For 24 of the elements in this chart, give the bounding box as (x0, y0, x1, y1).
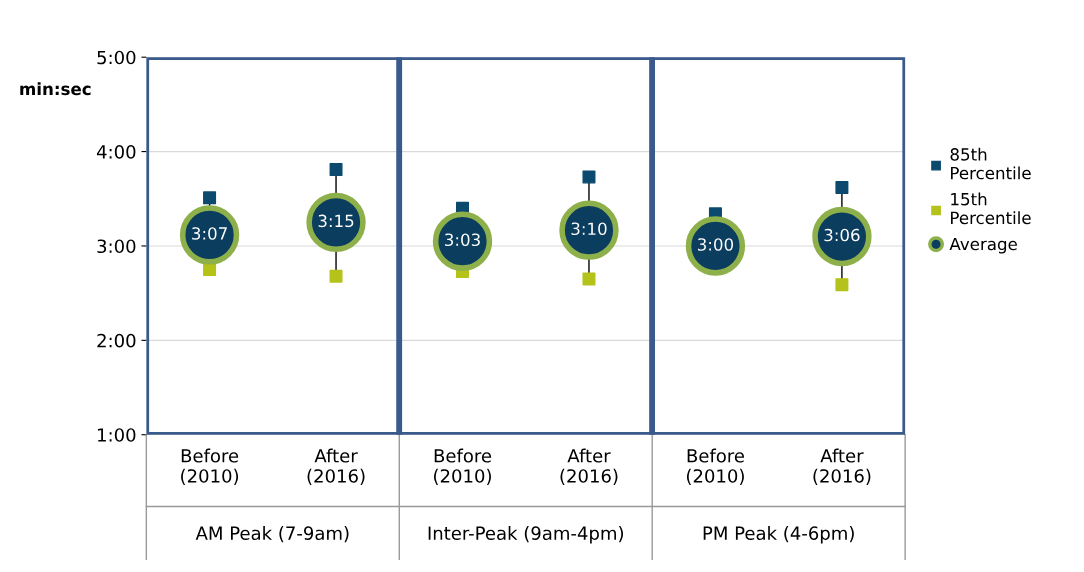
x-tick-label: Before (2010) (434, 448, 492, 485)
text: Inter-Peak (9am-4pm) (428, 526, 623, 544)
text: AM Peak (7-9am) (195, 526, 349, 543)
y-tick-label: 2:00 (97, 333, 136, 348)
x-tick-label: Before (2010) (686, 448, 744, 485)
legend-label: 85th Percentile (950, 147, 1031, 180)
y-axis-title: min:sec (20, 82, 91, 96)
data-label: 3:03 (445, 233, 480, 247)
x-tick-label: After (2016) (307, 448, 365, 485)
x-tick-label: Before (2010) (181, 448, 239, 485)
y-tick-label: 3:00 (97, 239, 136, 254)
data-label: 3:15 (318, 214, 354, 228)
legend-label: Average (949, 237, 1017, 254)
text: PM Peak (4-6pm) (703, 526, 854, 544)
legend-label: 15th Percentile (951, 192, 1031, 225)
data-label: 3:10 (571, 222, 607, 236)
data-label: 3:00 (698, 238, 734, 251)
y-tick-label: 5:00 (97, 50, 136, 65)
data-label: 3:07 (192, 227, 227, 240)
y-tick-label: 4:00 (96, 145, 136, 159)
x-tick-label: After (2016) (813, 448, 871, 485)
y-tick-label: 1:00 (98, 428, 136, 442)
data-label: 3:06 (824, 228, 860, 242)
x-tick-label: After (2016) (560, 448, 618, 485)
